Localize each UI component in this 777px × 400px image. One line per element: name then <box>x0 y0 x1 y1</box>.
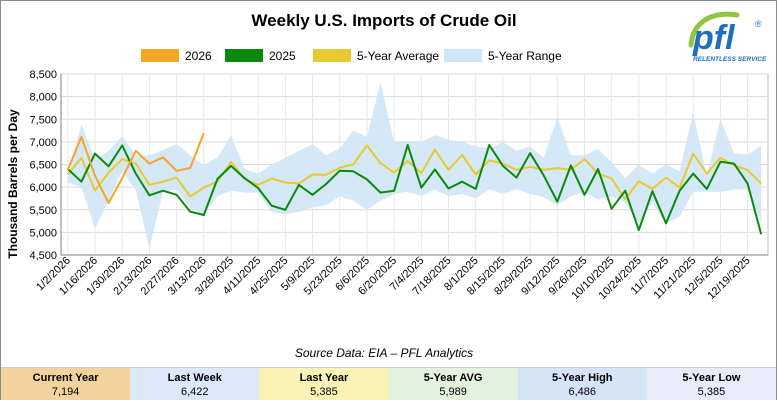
series-2025-line <box>67 144 763 235</box>
stats-footer: Current Year 7,194 Last Week 6,422 Last … <box>1 367 777 400</box>
stat-value: 5,385 <box>310 386 338 398</box>
y-tick-label: 4,500 <box>29 250 57 262</box>
stat-label: Last Week <box>167 372 222 384</box>
y-tick-label: 5,000 <box>29 227 57 239</box>
stat-value: 6,486 <box>568 386 597 398</box>
y-tick-label: 7,000 <box>29 137 57 149</box>
y-tick-label: 7,500 <box>29 114 57 126</box>
stat-value: 7,194 <box>51 386 80 398</box>
y-tick-label: 8,000 <box>29 92 57 104</box>
legend-swatch <box>225 49 263 62</box>
stat-value: 6,422 <box>180 386 209 398</box>
legend-label: 5-Year Range <box>488 49 562 63</box>
stat-value: 5,989 <box>439 386 467 398</box>
y-tick-label: 5,500 <box>29 205 57 217</box>
legend-swatch <box>313 49 351 62</box>
stat-last-year: Last Year 5,385 <box>259 368 389 400</box>
y-tick-label: 8,500 <box>29 69 57 81</box>
stat-5yr-low: 5-Year Low 5,385 <box>646 368 777 400</box>
y-tick-label: 6,500 <box>29 160 57 172</box>
logo-text: pfl <box>692 19 736 57</box>
stat-label: Current Year <box>32 372 99 384</box>
source-note: Source Data: EIA – PFL Analytics <box>295 346 473 360</box>
legend-swatch <box>141 49 179 62</box>
stat-last-week: Last Week 6,422 <box>130 368 260 400</box>
chart-canvas: Weekly U.S. Imports of Crude Oil 2026 202… <box>6 11 769 360</box>
stat-5yr-avg: 5-Year AVG 5,989 <box>388 368 518 400</box>
legend-label: 5-Year Average <box>357 49 439 63</box>
stat-5yr-high: 5-Year High 6,486 <box>517 368 647 400</box>
stat-value: 5,385 <box>697 386 726 398</box>
pfl-logo: pfl ® RELENTLESS SERVICE <box>685 7 771 65</box>
stat-label: Last Year <box>299 372 349 384</box>
legend-label: 2026 <box>185 49 212 63</box>
legend-swatch <box>444 49 482 62</box>
stat-label: 5-Year AVG <box>423 372 483 384</box>
y-axis-label: Thousand Barrels per Day <box>6 109 20 259</box>
plot-area: 4,500 5,000 5,500 6,000 6,500 7,000 7,500 8,000… <box>29 69 769 302</box>
stat-current-year: Current Year 7,194 <box>1 368 131 400</box>
stat-label: 5-Year High <box>552 372 613 384</box>
logo-tagline: RELENTLESS SERVICE <box>693 56 767 63</box>
series-2026-line <box>66 132 205 204</box>
y-tick-label: 6,000 <box>29 182 57 194</box>
stat-label: 5-Year Low <box>682 372 741 384</box>
legend-label: 2025 <box>269 49 296 63</box>
logo-registered: ® <box>755 19 762 29</box>
chart-legend: 2026 2025 5-Year Average 5-Year Range <box>141 49 562 63</box>
chart-title: Weekly U.S. Imports of Crude Oil <box>251 11 516 30</box>
